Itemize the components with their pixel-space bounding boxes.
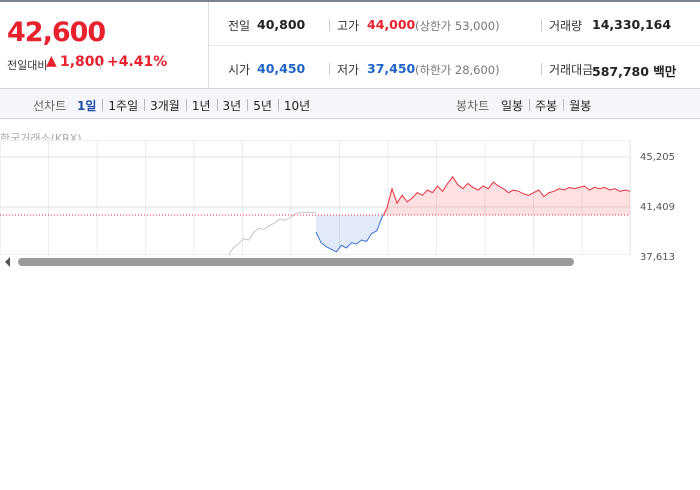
plot-frame [0, 140, 631, 255]
scrollbar-thumb[interactable] [18, 258, 574, 266]
price-box: 42,600 전일대비 ▲ 1,800 +4.41% [0, 2, 209, 88]
summary-value: 40,800 [257, 17, 306, 32]
tab-group-label: 봉차트 [456, 99, 490, 113]
price-line-up [382, 175, 631, 216]
separator [329, 19, 330, 31]
summary-value: 587,780 백만 [592, 64, 677, 79]
separator [529, 99, 531, 111]
current-price: 42,600 [7, 17, 106, 48]
separator [144, 99, 146, 111]
separator [247, 99, 249, 111]
up-arrow: ▲ [46, 53, 57, 69]
summary-label: 시가 [228, 63, 251, 77]
scroll-left[interactable] [5, 257, 10, 267]
change-label: 전일대비 [7, 59, 48, 72]
summary-value: 37,450 [367, 61, 416, 76]
tab[interactable]: 3개월 [150, 99, 180, 113]
tab[interactable]: 주봉 [535, 99, 558, 113]
separator [563, 99, 565, 111]
y-tick-label: 41,409 [640, 202, 675, 213]
quote-panel: 42,600 전일대비 ▲ 1,800 +4.41% 전일 40,800 고가 44,… [0, 0, 700, 88]
chart: 45,205 41,409 37,613 [0, 140, 675, 267]
y-tick-label: 37,613 [640, 252, 675, 263]
separator [541, 19, 542, 31]
summary-label: 거래량 [549, 19, 583, 33]
tab[interactable]: 1주일 [108, 99, 139, 113]
row-divider [209, 45, 700, 46]
tab[interactable]: 1년 [191, 99, 211, 113]
change: 1,800 [60, 54, 105, 70]
summary-value: 40,450 [257, 61, 306, 76]
tab[interactable]: 월봉 [569, 99, 592, 113]
summary-label: 전일 [228, 19, 251, 33]
tab[interactable]: 3년 [222, 99, 242, 113]
price-line-down [315, 215, 384, 253]
summary-value: 14,330,164 [592, 17, 672, 32]
tab-group-label: 선차트 [33, 99, 67, 113]
separator [541, 63, 542, 75]
tab[interactable]: 10년 [283, 99, 311, 113]
separator [100, 58, 101, 70]
summary-label: 고가 [337, 19, 360, 33]
y-tick-label: 45,205 [640, 152, 675, 163]
summary-label: 저가 [337, 63, 360, 77]
separator [277, 99, 279, 111]
summary-note: (상한가 53,000) [415, 19, 500, 33]
change-rate: +4.41% [107, 54, 168, 70]
chart-tabs: 선차트 1일 1주일 3개월 1년 3년 5년 10년 봉차트 일봉 주봉 월봉 [0, 88, 700, 119]
tab[interactable]: 일봉 [501, 99, 524, 113]
plot [0, 140, 631, 255]
summary-note: (하한가 28,600) [415, 63, 500, 77]
summary-value: 44,000 [367, 17, 416, 32]
separator [102, 99, 104, 111]
summary-label: 거래대금 [549, 63, 594, 77]
pre-market-line [227, 211, 316, 255]
tab[interactable]: 1일 [77, 99, 97, 113]
separator [216, 99, 218, 111]
area-up [316, 176, 630, 216]
area-down [316, 215, 384, 252]
separator [329, 63, 330, 75]
separator [185, 99, 187, 111]
tab[interactable]: 5년 [253, 99, 272, 113]
